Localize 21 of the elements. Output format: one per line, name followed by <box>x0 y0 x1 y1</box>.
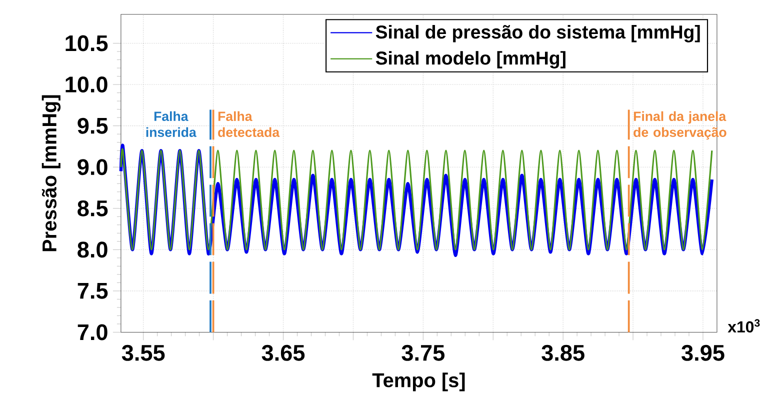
y-tick-label: 7.5 <box>78 282 108 299</box>
x-tick-label: 3.85 <box>542 344 584 361</box>
x-tick-label: 3.55 <box>122 344 165 361</box>
ref-line-label: Falha detectada <box>218 111 280 137</box>
ref-line-label: Falha inserida <box>146 111 196 137</box>
y-tick-label: 10.0 <box>66 76 108 92</box>
legend-label: Sinal modelo [mmHg] <box>376 51 566 68</box>
ref-line-label: Final da janela de observação <box>634 111 726 140</box>
y-tick-label: 9.0 <box>78 159 108 176</box>
y-tick-label: 8.5 <box>78 200 108 216</box>
y-tick-label: 9.5 <box>78 118 108 134</box>
legend-label: Sinal de pressão do sistema [mmHg] <box>376 24 700 42</box>
x-tick-label: 3.65 <box>262 344 305 361</box>
y-tick-label: 10.5 <box>66 35 108 52</box>
y-axis-title: Pressão [mmHg] <box>42 95 61 252</box>
text: x10$^{3}$ <box>728 319 760 332</box>
x-tick-label: 3.75 <box>402 344 445 361</box>
x-axis-title: Tempo [s] <box>372 372 465 392</box>
y-tick-label: 8.0 <box>78 242 108 258</box>
y-tick-label: 7.0 <box>78 324 108 340</box>
x-tick-label: 3.95 <box>682 344 724 361</box>
